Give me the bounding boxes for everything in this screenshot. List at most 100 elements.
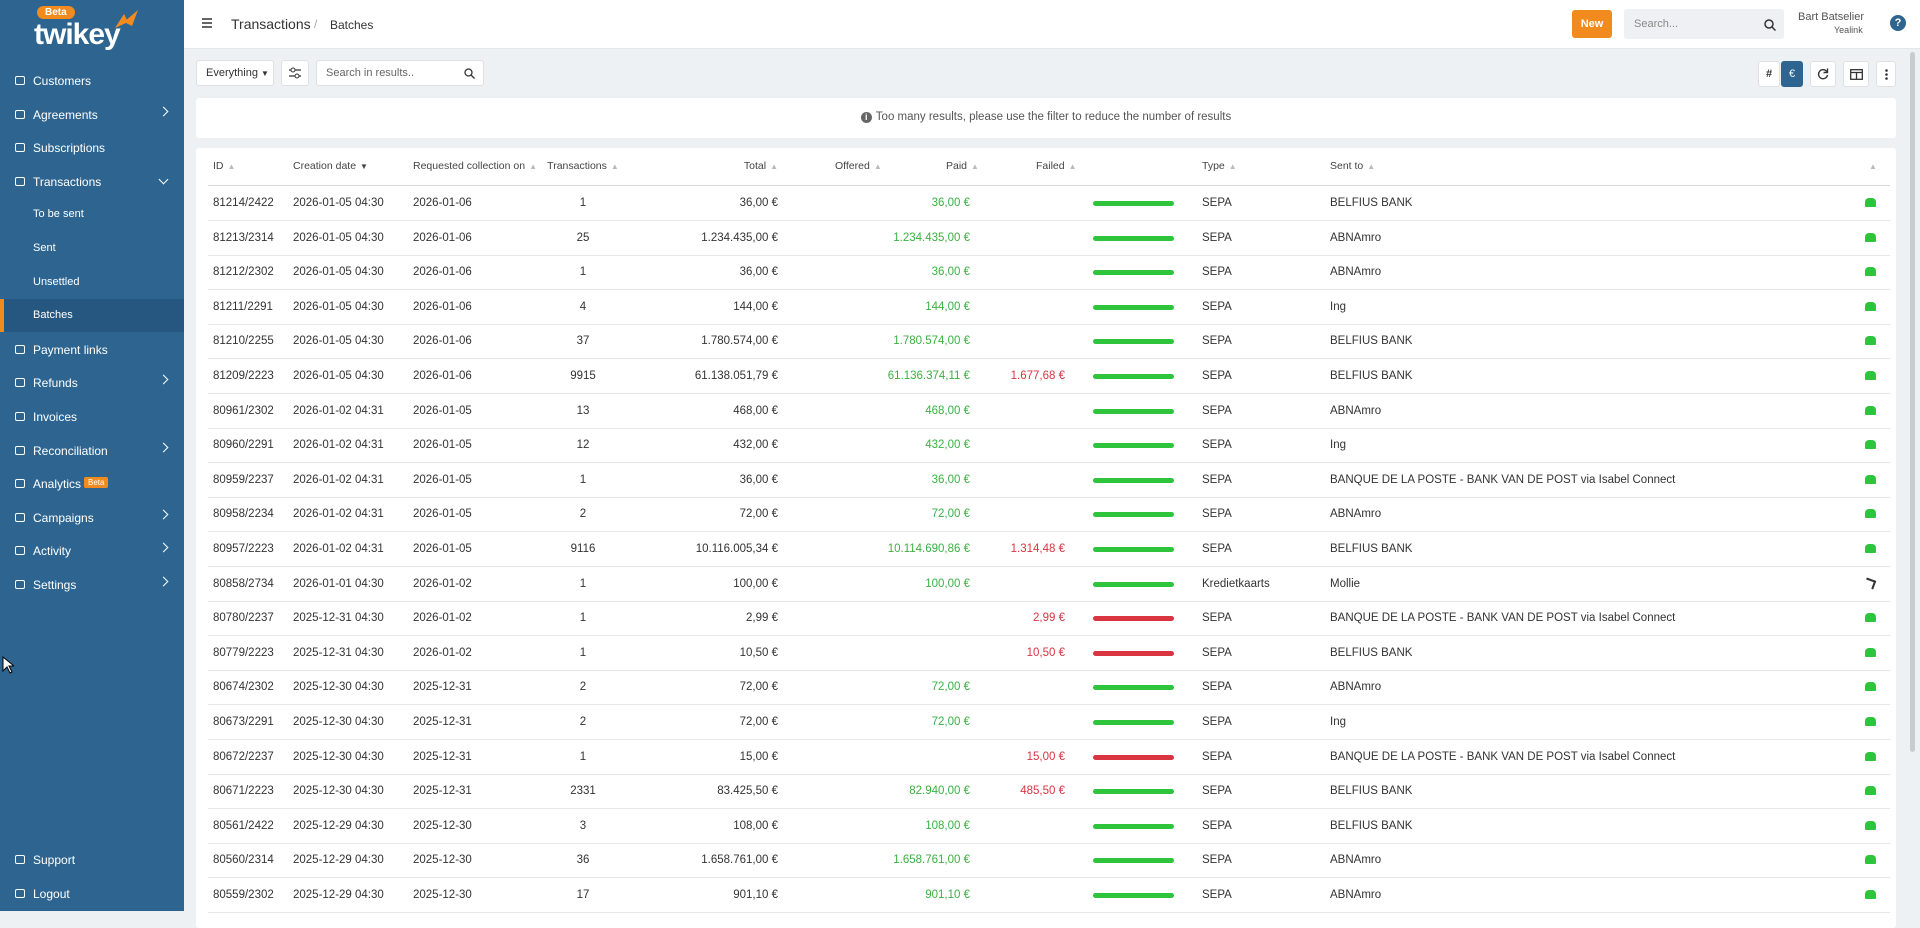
help-button[interactable]: ? [1890,15,1906,31]
nav-subitem[interactable]: Unsettled [0,266,184,299]
table-row[interactable]: 80961/2302 2026-01-02 04:31 2026-01-05 13 46… [208,394,1890,429]
table-cell: 36,00 € [931,473,970,486]
filter-settings[interactable] [281,60,309,86]
column-header[interactable]: ▲ [1865,160,1877,172]
table-cell: SEPA [1202,716,1232,728]
columns-button[interactable] [1843,61,1869,87]
nav-label: Customers [33,74,92,88]
nav-item[interactable]: Settings [0,568,184,601]
table-cell: ABNAmro [1330,231,1382,244]
table-row[interactable]: 80959/2237 2026-01-02 04:31 2026-01-05 1 36,… [208,463,1890,498]
nav-icon [15,76,25,85]
nav-item[interactable]: Campaigns [0,501,184,534]
table-cell: SEPA [1202,197,1232,209]
table-row[interactable]: 80559/2302 2025-12-29 04:30 2025-12-30 17 90… [208,878,1890,913]
nav-item[interactable]: Activity [0,534,184,567]
table-cell: SEPA [1202,473,1232,486]
results-search[interactable]: Search in results.. [316,60,484,86]
table-cell: BELFIUS BANK [1330,543,1413,555]
table-row[interactable]: 81210/2255 2026-01-05 04:30 2026-01-06 37 1.… [208,324,1890,360]
nav-item[interactable]: Invoices [0,400,184,433]
nav-item[interactable]: Customers [0,64,184,97]
refresh-button[interactable] [1810,61,1836,87]
table-cell: 2026-01-05 [413,543,472,555]
search-box[interactable]: Search... [1624,9,1784,39]
batches-table: ID ▲ Creation date ▼ Requested collection on… [196,148,1896,928]
column-header[interactable]: Creation date ▼ [293,160,368,172]
nav-item[interactable]: Transactions [0,165,184,198]
nav-subitem[interactable]: Batches [0,299,184,333]
logo[interactable]: twikey [34,18,121,51]
nav-badge: Beta [84,477,109,489]
nav-item[interactable]: Agreements [0,98,184,131]
new-button[interactable]: New [1572,10,1612,38]
toggle-count[interactable]: # [1758,61,1780,87]
table-row[interactable]: 80672/2237 2025-12-30 04:30 2025-12-31 1 15,… [208,740,1890,775]
nav-item[interactable]: Payment links [0,333,184,366]
table-row[interactable]: 80960/2291 2026-01-02 04:31 2026-01-05 12 43… [208,428,1890,464]
status-bar [1093,616,1174,622]
table-row[interactable]: 81211/2291 2026-01-05 04:30 2026-01-06 4 144… [208,290,1890,325]
table-row[interactable]: 81214/2422 2026-01-05 04:30 2026-01-06 1 36,… [208,186,1890,221]
sort-arrow: ▲ [1367,162,1376,171]
table-cell: 2025-12-31 [413,681,472,694]
table-cell: 2025-12-30 04:30 [293,681,384,694]
nav-subitem[interactable]: Sent [0,232,184,265]
table-row[interactable]: 80671/2223 2025-12-30 04:30 2025-12-31 2331… [208,774,1890,810]
table-cell: 2026-01-05 [413,508,472,521]
column-header[interactable]: Paid ▲ [946,160,979,172]
toggle-amount[interactable]: € [1781,61,1803,87]
nav-item[interactable]: Refunds [0,366,184,399]
table-row[interactable]: 80957/2223 2026-01-02 04:31 2026-01-05 9116… [208,532,1890,567]
table-row[interactable]: 81213/2314 2026-01-05 04:30 2026-01-06 25 1.… [208,221,1890,256]
nav-item[interactable]: Support [0,843,184,876]
table-cell: 80672/2237 [213,750,274,763]
more-button[interactable] [1876,61,1896,87]
status-icon [1865,751,1876,761]
table-row[interactable]: 80560/2314 2025-12-29 04:30 2025-12-30 36 1.… [208,843,1890,879]
column-header[interactable]: Offered ▲ [835,160,882,172]
table-cell: 10.116.005,34 € [695,543,778,555]
table-cell: 2,99 € [1033,612,1065,625]
breadcrumb[interactable]: Transactions [231,16,311,32]
status-icon [1865,682,1876,692]
column-header[interactable]: Requested collection on ▲ [413,160,537,172]
nav-subitem[interactable]: To be sent [0,198,184,231]
table-cell: 100,00 € [925,577,970,590]
status-bar [1093,443,1174,449]
table-row[interactable]: 80779/2223 2025-12-31 04:30 2026-01-02 1 10,… [208,636,1890,671]
column-header[interactable]: Sent to ▲ [1330,160,1375,172]
filter-dropdown[interactable]: Everything ▼ [196,60,274,86]
table-row[interactable]: 80858/2734 2026-01-01 04:30 2026-01-02 1 100… [208,567,1890,602]
column-label: Type [1202,160,1225,172]
table-row[interactable]: 80780/2237 2025-12-31 04:30 2026-01-02 1 2,9… [208,601,1890,637]
nav-label: Agreements [33,107,98,122]
table-row[interactable]: 81212/2302 2026-01-05 04:30 2026-01-06 1 36,… [208,255,1890,291]
table-cell: ABNAmro [1330,681,1382,694]
nav-item[interactable]: Analytics Beta [0,467,184,500]
column-header[interactable]: Failed ▲ [1036,160,1077,172]
table-cell: SEPA [1202,266,1232,279]
user-name[interactable]: Bart Batselier [1798,11,1865,23]
menu-icon[interactable] [202,18,212,28]
column-header[interactable]: Transactions ▲ [547,160,619,172]
nav-item[interactable]: Reconciliation [0,434,184,467]
table-row[interactable]: 80674/2302 2025-12-30 04:30 2025-12-31 2 72,… [208,670,1890,706]
table-cell: 80958/2234 [213,508,274,521]
table-cell: 10.114.690,86 € [887,543,970,555]
nav-item[interactable]: Logout [0,877,184,910]
column-label: Creation date [293,160,357,172]
nav-label: Settings [33,578,77,592]
table-row[interactable]: 80958/2234 2026-01-02 04:31 2026-01-05 2 72,… [208,497,1890,533]
table-row[interactable]: 80673/2291 2025-12-30 04:30 2025-12-31 2 72,… [208,705,1890,740]
sort-arrow: ▲ [610,162,619,171]
column-header[interactable]: Type ▲ [1202,160,1237,172]
table-cell: 80671/2223 [213,785,274,798]
nav-label: Invoices [33,410,78,424]
nav-item[interactable]: Subscriptions [0,131,184,164]
column-header[interactable]: ID ▲ [213,160,235,172]
table-row[interactable]: 80561/2422 2025-12-29 04:30 2025-12-30 3 108… [208,809,1890,844]
table-row[interactable]: 81209/2223 2026-01-05 04:30 2026-01-06 9915… [208,359,1890,394]
column-header[interactable]: Total ▲ [744,160,778,172]
status-icon [1865,717,1876,726]
